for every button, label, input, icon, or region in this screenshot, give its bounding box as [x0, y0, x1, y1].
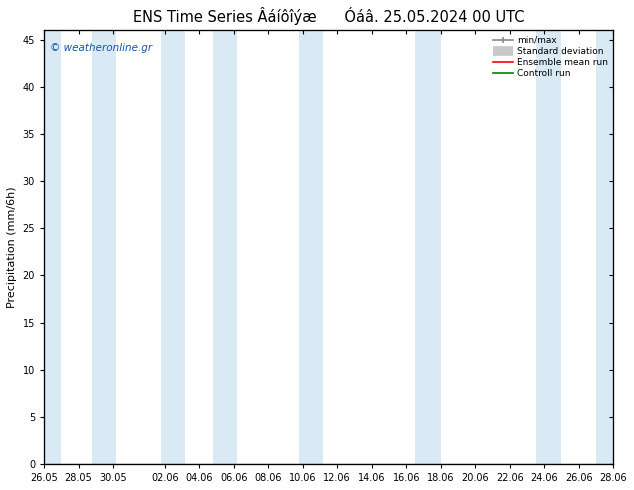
Legend: min/max, Standard deviation, Ensemble mean run, Controll run: min/max, Standard deviation, Ensemble me…	[491, 33, 611, 81]
Bar	[536, 30, 562, 464]
Bar	[93, 30, 117, 464]
Bar	[596, 30, 613, 464]
Title: ENS Time Series Âáíôîýæ      Óáâ. 25.05.2024 00 UTC: ENS Time Series Âáíôîýæ Óáâ. 25.05.2024 …	[133, 7, 524, 25]
Bar	[213, 30, 237, 464]
Bar	[299, 30, 323, 464]
Y-axis label: Precipitation (mm/6h): Precipitation (mm/6h)	[7, 186, 17, 308]
Text: © weatheronline.gr: © weatheronline.gr	[49, 43, 152, 53]
Bar	[415, 30, 441, 464]
Bar	[161, 30, 186, 464]
Bar	[44, 30, 61, 464]
